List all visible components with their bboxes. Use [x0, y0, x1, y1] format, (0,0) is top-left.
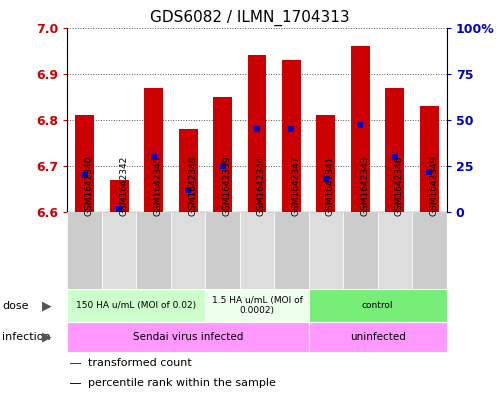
- Text: GSM1642339: GSM1642339: [223, 156, 232, 216]
- Bar: [274, 212, 309, 289]
- Bar: [205, 212, 240, 289]
- Bar: [385, 88, 404, 212]
- Text: GSM1642340: GSM1642340: [85, 156, 94, 216]
- Text: GSM1642342: GSM1642342: [119, 156, 128, 216]
- Text: transformed count: transformed count: [88, 358, 192, 368]
- Bar: [171, 212, 205, 289]
- Bar: [102, 212, 136, 289]
- Text: GSM1642341: GSM1642341: [326, 156, 335, 216]
- Text: GSM1642347: GSM1642347: [291, 156, 300, 216]
- Bar: [351, 46, 370, 212]
- Text: percentile rank within the sample: percentile rank within the sample: [88, 378, 276, 388]
- Bar: [110, 180, 129, 212]
- Bar: [248, 55, 266, 212]
- Text: GDS6082 / ILMN_1704313: GDS6082 / ILMN_1704313: [150, 9, 349, 26]
- Bar: [378, 212, 412, 289]
- Text: GSM1642344: GSM1642344: [257, 156, 266, 216]
- Bar: [67, 289, 205, 322]
- Text: dose: dose: [2, 301, 29, 310]
- Bar: [309, 212, 343, 289]
- Text: Sendai virus infected: Sendai virus infected: [133, 332, 243, 342]
- Bar: [67, 212, 102, 289]
- Bar: [213, 97, 232, 212]
- Text: ▶: ▶: [42, 299, 51, 312]
- Bar: [412, 212, 447, 289]
- Bar: [205, 289, 309, 322]
- Bar: [70, 363, 81, 364]
- Text: GSM1642346: GSM1642346: [395, 156, 404, 216]
- Bar: [343, 212, 378, 289]
- Text: uninfected: uninfected: [350, 332, 406, 342]
- Bar: [179, 129, 198, 212]
- Bar: [282, 60, 301, 212]
- Text: GSM1642345: GSM1642345: [154, 156, 163, 216]
- Bar: [309, 289, 447, 322]
- Text: 1.5 HA u/mL (MOI of
0.0002): 1.5 HA u/mL (MOI of 0.0002): [212, 296, 302, 315]
- Text: GSM1642349: GSM1642349: [429, 156, 438, 216]
- Bar: [136, 212, 171, 289]
- Bar: [67, 322, 309, 352]
- Text: infection: infection: [2, 332, 51, 342]
- Bar: [70, 383, 81, 384]
- Bar: [144, 88, 163, 212]
- Text: GSM1642343: GSM1642343: [360, 156, 369, 216]
- Text: 150 HA u/mL (MOI of 0.02): 150 HA u/mL (MOI of 0.02): [76, 301, 197, 310]
- Bar: [75, 115, 94, 212]
- Text: GSM1642348: GSM1642348: [188, 156, 197, 216]
- Bar: [309, 322, 447, 352]
- Text: ▶: ▶: [42, 331, 51, 343]
- Bar: [316, 115, 335, 212]
- Bar: [420, 106, 439, 212]
- Bar: [240, 212, 274, 289]
- Text: control: control: [362, 301, 393, 310]
